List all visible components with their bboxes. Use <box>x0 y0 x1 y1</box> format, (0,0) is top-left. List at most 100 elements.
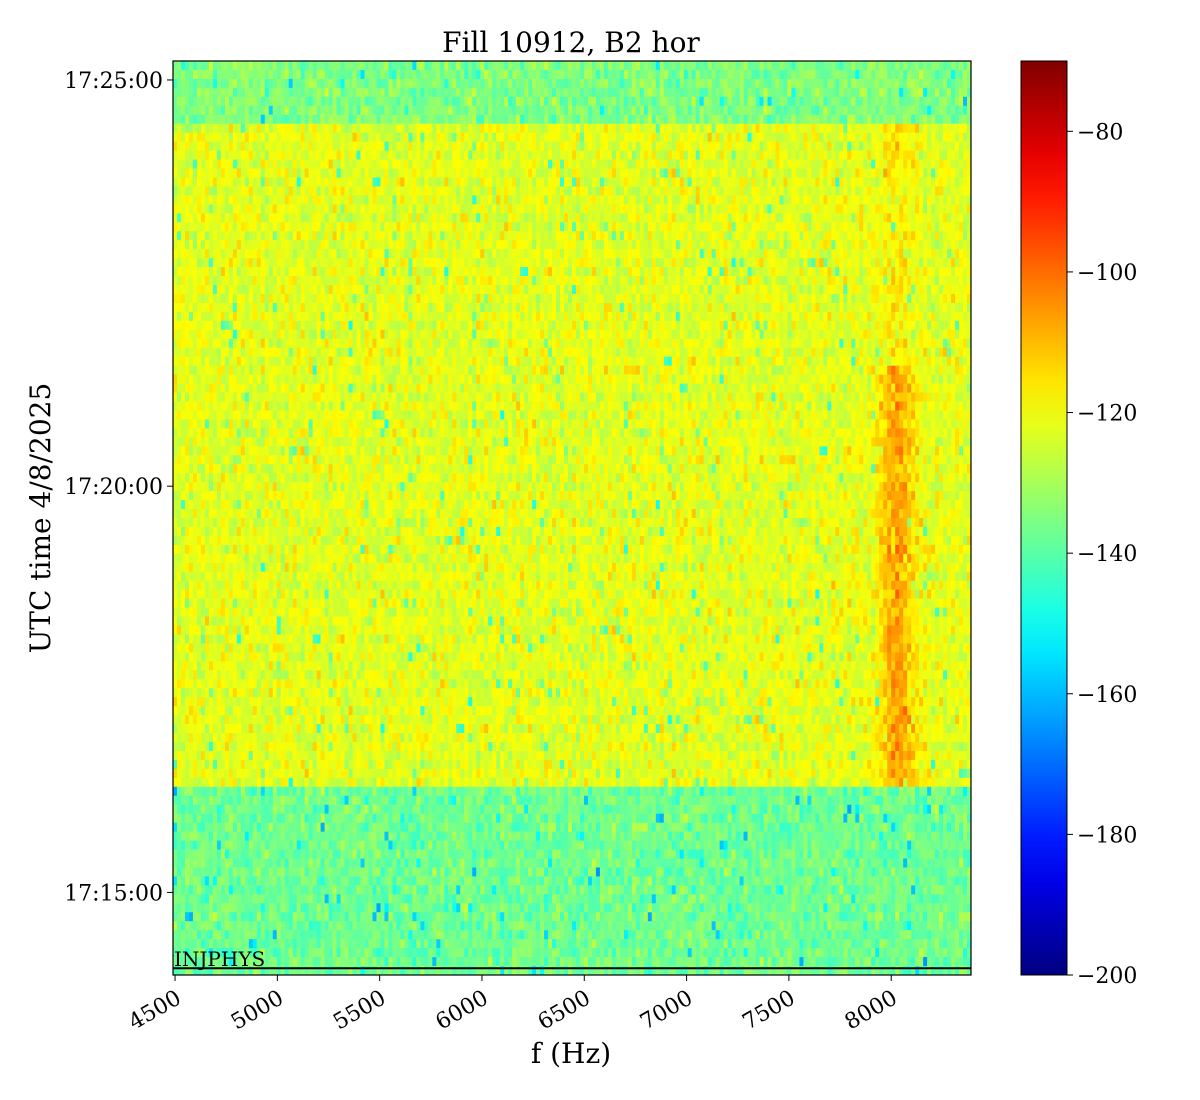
heatmap-cell <box>619 114 625 125</box>
heatmap-cell <box>344 240 349 250</box>
heatmap-cell <box>492 177 497 187</box>
heatmap-cell <box>931 96 936 107</box>
heatmap-cell <box>416 123 421 134</box>
heatmap-cell <box>879 87 884 98</box>
heatmap-cell <box>811 231 816 241</box>
heatmap-cell <box>512 249 517 259</box>
heatmap-cell <box>595 168 601 178</box>
heatmap-cell <box>432 249 437 259</box>
heatmap-cell <box>204 276 210 286</box>
heatmap-cell <box>863 249 868 259</box>
heatmap-cell <box>176 159 182 169</box>
heatmap-cell <box>512 114 517 125</box>
heatmap-cell <box>923 231 928 241</box>
heatmap-cell <box>707 132 713 143</box>
heatmap-cell <box>739 96 744 107</box>
heatmap-cell <box>488 114 493 125</box>
heatmap-cell <box>320 78 326 89</box>
heatmap-cell <box>240 168 246 178</box>
heatmap-cell <box>807 78 812 89</box>
heatmap-cell <box>316 249 322 259</box>
heatmap-cell <box>412 222 417 232</box>
heatmap-cell <box>408 123 413 134</box>
heatmap-cell <box>723 240 729 250</box>
heatmap-cell <box>783 87 788 98</box>
heatmap-cell <box>416 168 421 178</box>
heatmap-cell <box>619 61 625 71</box>
heatmap-cell <box>671 240 677 250</box>
heatmap-cell <box>587 61 593 71</box>
heatmap-cell <box>879 204 884 214</box>
heatmap-cell <box>548 78 553 89</box>
heatmap-cell <box>583 249 589 259</box>
heatmap-cell <box>392 258 397 268</box>
heatmap-cell <box>532 276 537 286</box>
heatmap-cell <box>659 249 665 259</box>
heatmap-cell <box>923 105 928 116</box>
heatmap-cell <box>775 222 780 232</box>
heatmap-cell <box>643 204 649 214</box>
heatmap-cell <box>707 141 713 152</box>
heatmap-cell <box>863 159 868 169</box>
heatmap-cell <box>939 114 944 125</box>
heatmap-cell <box>228 114 234 125</box>
heatmap-cell <box>456 240 461 250</box>
heatmap-cell <box>915 132 920 143</box>
heatmap-cell <box>548 267 553 277</box>
heatmap-cell <box>691 69 697 80</box>
heatmap-cell <box>440 69 445 80</box>
heatmap-cell <box>587 267 593 277</box>
heatmap-cell <box>192 267 198 277</box>
heatmap-cell <box>759 258 764 268</box>
heatmap-cell <box>915 114 920 125</box>
heatmap-cell <box>863 150 868 160</box>
heatmap-cell <box>300 132 306 143</box>
heatmap-cell <box>392 87 397 98</box>
heatmap-cell <box>647 150 653 160</box>
heatmap-cell <box>611 177 617 187</box>
heatmap-cell <box>851 177 856 187</box>
heatmap-cell <box>723 69 729 80</box>
heatmap-cell <box>659 258 665 268</box>
heatmap-cell <box>891 177 896 187</box>
heatmap-cell <box>340 61 345 71</box>
heatmap-cell <box>384 159 389 169</box>
heatmap-cell <box>907 276 912 286</box>
heatmap-cell <box>615 240 621 250</box>
heatmap-cell <box>324 249 330 259</box>
heatmap-cell <box>440 87 445 98</box>
heatmap-cell <box>188 240 194 250</box>
heatmap-cell <box>823 240 828 250</box>
heatmap-cell <box>819 177 824 187</box>
heatmap-cell <box>615 150 621 160</box>
heatmap-cell <box>911 231 916 241</box>
heatmap-cell <box>236 78 242 89</box>
heatmap-cell <box>528 195 533 205</box>
heatmap-cell <box>839 61 844 71</box>
heatmap-cell <box>835 61 840 71</box>
heatmap-cell <box>332 114 337 125</box>
heatmap-cell <box>476 159 481 169</box>
heatmap-cell <box>735 78 740 89</box>
heatmap-cell <box>959 96 964 107</box>
heatmap-cell <box>440 114 445 125</box>
heatmap-cell <box>380 87 385 98</box>
heatmap-cell <box>927 186 932 196</box>
heatmap-cell <box>951 96 956 107</box>
heatmap-cell <box>787 168 792 178</box>
heatmap-cell <box>703 168 709 178</box>
heatmap-cell <box>212 69 218 80</box>
heatmap-cell <box>173 132 178 143</box>
heatmap-cell <box>771 267 776 277</box>
heatmap-cell <box>292 69 298 80</box>
heatmap-cell <box>436 258 441 268</box>
heatmap-cell <box>328 222 333 232</box>
heatmap-cell <box>572 159 577 169</box>
heatmap-cell <box>867 78 872 89</box>
heatmap-cell <box>520 213 525 223</box>
heatmap-cell <box>308 258 314 268</box>
heatmap-cell <box>352 168 357 178</box>
heatmap-cell <box>707 240 713 250</box>
heatmap-cell <box>623 231 629 241</box>
heatmap-cell <box>579 69 585 80</box>
